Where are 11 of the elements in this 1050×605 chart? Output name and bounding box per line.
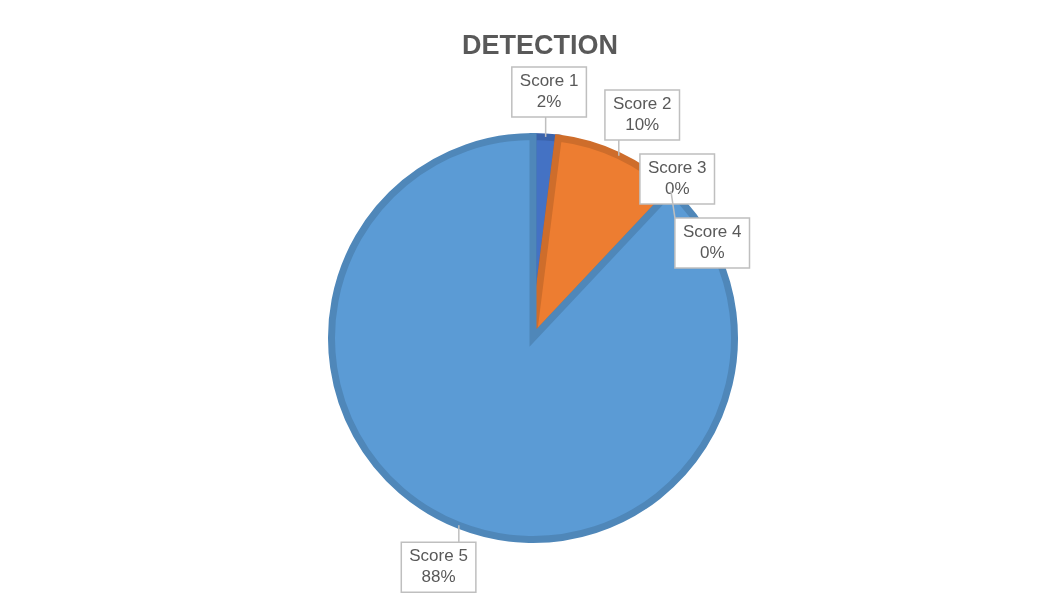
text: 0% <box>699 243 725 263</box>
data-label: 10% <box>625 115 660 135</box>
data-label: 2% <box>536 92 562 112</box>
slice-label: Score 5 <box>409 546 468 566</box>
slice-label: Score 2 <box>612 94 672 114</box>
chart-title: DETECTION <box>461 30 619 61</box>
legend-label: Score 4 <box>682 222 742 242</box>
text: 0% <box>664 179 690 199</box>
data-label: 88% <box>421 567 456 587</box>
category-label: Score 3 <box>647 158 707 178</box>
slice-label: Score 1 <box>519 71 579 91</box>
